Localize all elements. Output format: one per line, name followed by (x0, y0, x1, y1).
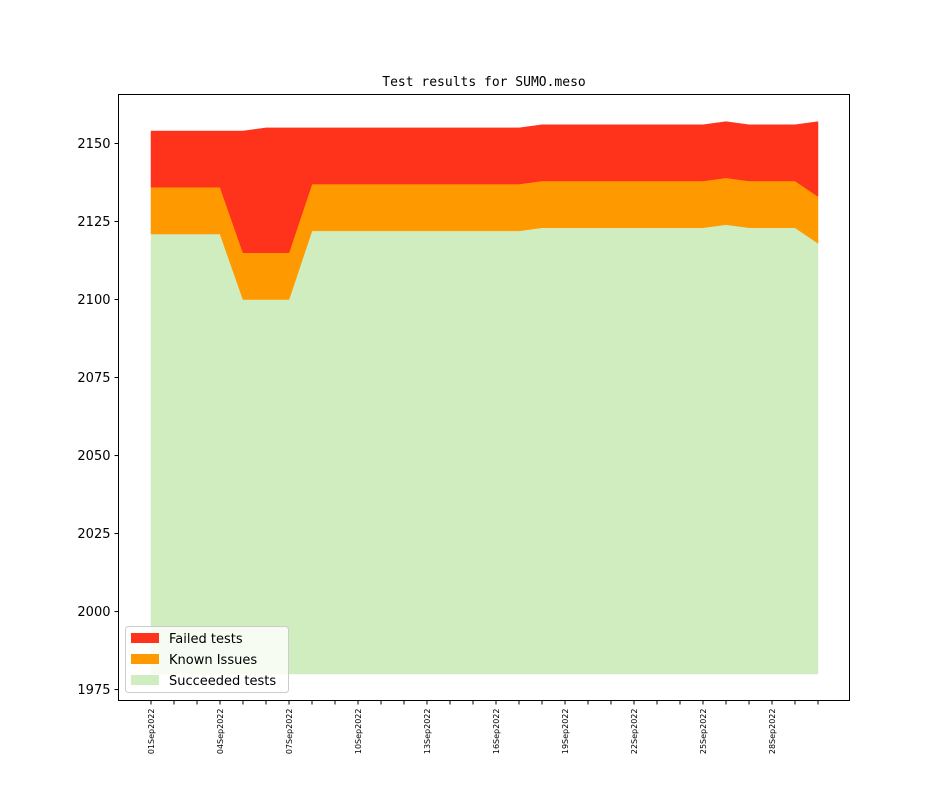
x-tick-label: 13Sep2022 (423, 709, 432, 755)
y-tick-label: 2100 (77, 293, 110, 308)
y-tick-label: 2050 (77, 449, 110, 464)
plot-frame (118, 94, 850, 701)
y-tick-label: 2150 (77, 137, 110, 152)
x-tick-label: 28Sep2022 (768, 709, 777, 755)
x-tick-label: 22Sep2022 (630, 709, 639, 755)
y-tick-label: 2125 (77, 215, 110, 230)
x-tick-label: 10Sep2022 (354, 709, 363, 755)
y-tick-label: 2075 (77, 371, 110, 386)
legend-swatch (131, 675, 159, 685)
legend-label: Failed tests (169, 632, 243, 647)
legend-swatch (131, 654, 159, 664)
legend-label: Known Issues (169, 653, 257, 668)
legend-label: Succeeded tests (169, 674, 276, 689)
y-tick-label: 1975 (77, 683, 110, 698)
x-tick-label: 07Sep2022 (285, 709, 294, 755)
chart-title: Test results for SUMO.meso (382, 75, 586, 90)
legend: Failed tests Known Issues Succeeded tests (125, 626, 289, 693)
x-tick-label: 25Sep2022 (699, 709, 708, 755)
legend-box (125, 626, 289, 693)
x-tick-label: 04Sep2022 (216, 709, 225, 755)
y-tick-label: 2000 (77, 605, 110, 620)
area-failed-tests (150, 121, 819, 253)
x-tick-label: 01Sep2022 (147, 709, 156, 755)
y-tick-label: 2025 (77, 527, 110, 542)
x-tick-label: 19Sep2022 (561, 709, 570, 755)
x-tick-label: 16Sep2022 (492, 709, 501, 755)
legend-swatch (131, 633, 159, 643)
